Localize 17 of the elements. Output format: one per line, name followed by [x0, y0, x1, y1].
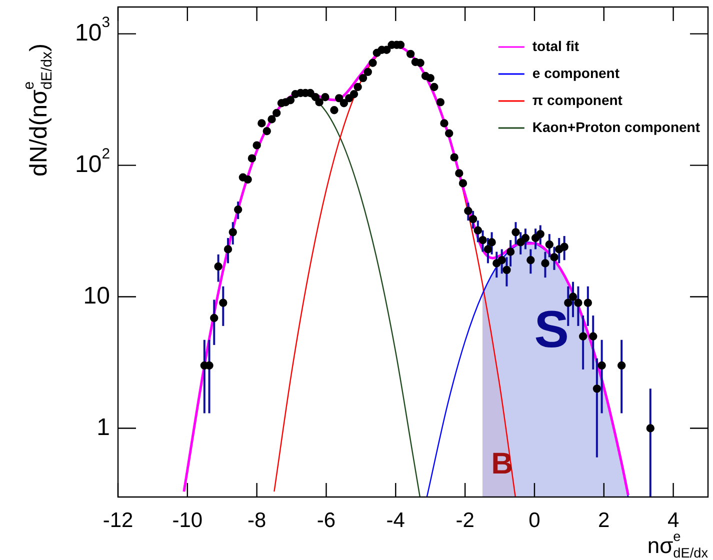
x-tick-label: 2 [598, 508, 610, 532]
x-tick-label: 4 [667, 508, 680, 532]
y-axis-title: dN/d(nσedE/dx) [21, 44, 56, 176]
legend-label: Kaon+Proton component [532, 118, 700, 135]
x-tick-label: 0 [528, 508, 540, 532]
x-tick-label: -4 [386, 508, 406, 532]
legend-label: total fit [532, 38, 580, 54]
x-tick-label: -10 [172, 508, 203, 532]
annotation: S [534, 301, 569, 360]
legend-label: e component [532, 64, 620, 81]
x-tick-label: -2 [456, 508, 474, 532]
x-tick-label: -8 [247, 508, 266, 532]
x-tick-label: -6 [316, 508, 336, 532]
y-tick-label: 1 [96, 414, 110, 441]
legend-label: π component [532, 92, 623, 108]
y-tick-label: 10 [83, 282, 110, 310]
x-tick-label: -12 [102, 508, 134, 532]
